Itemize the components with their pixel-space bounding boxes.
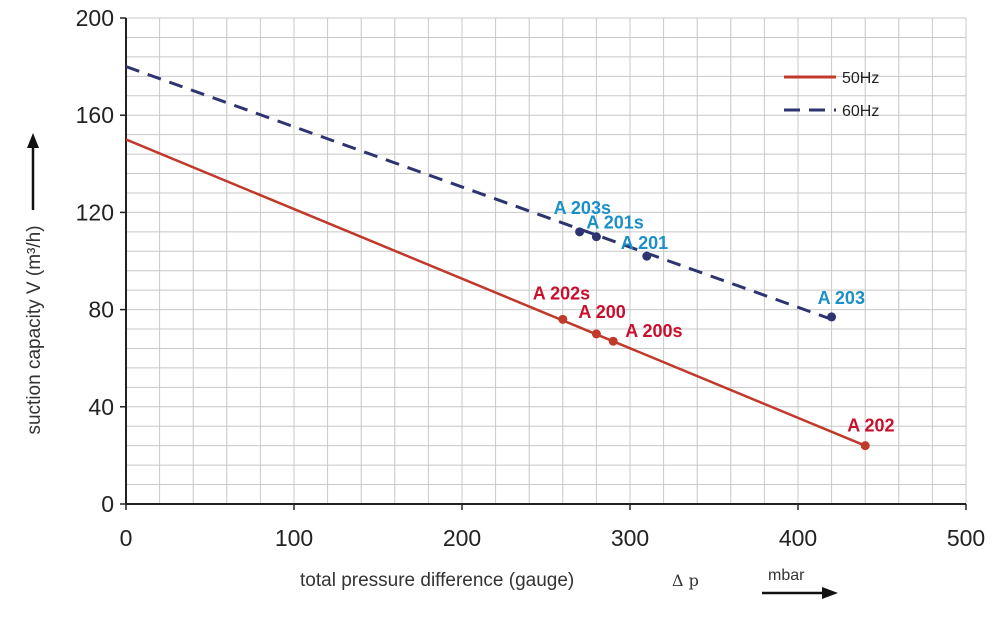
y-axis-title: suction capacity V (m³/h)	[24, 225, 45, 434]
legend-label-60hz: 60Hz	[842, 103, 879, 120]
axes	[120, 17, 967, 510]
plot-area	[126, 18, 966, 504]
y-tick-label: 200	[76, 5, 114, 31]
x-axis-title: total pressure difference (gauge)	[300, 570, 574, 591]
y-tick-label: 0	[101, 491, 114, 517]
y-axis-title-group: suction capacity V (m³/h)	[24, 225, 45, 434]
data-point-label: A 202	[847, 416, 894, 436]
x-axis-symbol: Δ p	[672, 571, 699, 590]
data-point-label: A 203	[818, 288, 865, 308]
series-line-50hz	[125, 138, 866, 447]
data-point-label: A 200	[578, 302, 625, 322]
series-line-60hz	[125, 65, 833, 321]
y-tick-label: 80	[88, 297, 114, 323]
y-tick-label: 120	[76, 199, 114, 225]
tick-labels: 0 100 200 300 400 500 0 40 80 120 160 200	[76, 5, 986, 551]
series	[125, 65, 866, 447]
data-point-marker	[860, 441, 870, 451]
data-point-label: A 201s	[586, 213, 643, 233]
x-axis-unit: mbar	[768, 567, 805, 584]
data-point-marker	[575, 227, 585, 237]
x-tick-label: 100	[275, 525, 313, 551]
legend-label-50hz: 50Hz	[842, 70, 879, 87]
data-point-label: A 201	[621, 233, 668, 253]
data-point-label: A 202s	[533, 283, 590, 303]
data-point-marker	[558, 314, 568, 324]
y-tick-label: 160	[76, 102, 114, 128]
x-tick-label: 300	[611, 525, 649, 551]
data-point-marker	[827, 312, 837, 322]
data-point-label: A 203s	[554, 198, 611, 218]
x-tick-label: 200	[443, 525, 481, 551]
y-axis-arrow-icon	[27, 133, 39, 210]
grid	[126, 17, 967, 504]
x-axis-arrow-icon	[762, 587, 838, 599]
data-point-label: A 200s	[625, 321, 682, 341]
data-point-marker	[591, 232, 601, 242]
data-point-marker	[642, 251, 652, 261]
y-tick-label: 40	[88, 394, 114, 420]
data-point-marker	[591, 329, 601, 339]
data-point-marker	[608, 336, 618, 346]
x-tick-label: 500	[947, 525, 985, 551]
legend: 50Hz 60Hz	[784, 70, 879, 120]
x-tick-label: 400	[779, 525, 817, 551]
x-tick-label: 0	[120, 525, 133, 551]
